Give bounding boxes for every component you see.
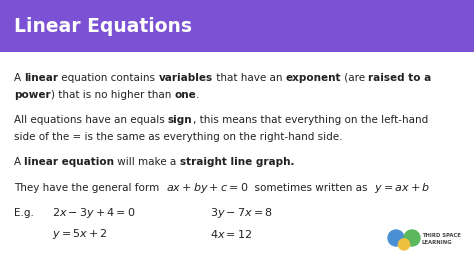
- Text: $2x - 3y + 4 = 0$: $2x - 3y + 4 = 0$: [52, 206, 136, 220]
- Text: sign: sign: [168, 115, 192, 125]
- Text: $3y - 7x = 8$: $3y - 7x = 8$: [210, 206, 273, 220]
- Text: $y = ax + b$: $y = ax + b$: [374, 181, 430, 195]
- Text: ) that is no higher than: ) that is no higher than: [51, 90, 174, 100]
- Circle shape: [404, 230, 420, 246]
- Text: straight line graph.: straight line graph.: [180, 157, 294, 167]
- Text: All equations have an equals: All equations have an equals: [14, 115, 168, 125]
- Text: power: power: [14, 90, 51, 100]
- Text: A: A: [14, 157, 24, 167]
- Text: THIRD SPACE: THIRD SPACE: [421, 233, 460, 238]
- Text: one: one: [174, 90, 196, 100]
- Text: A: A: [14, 73, 24, 83]
- Circle shape: [388, 230, 404, 246]
- Text: .: .: [196, 90, 200, 100]
- Text: They have the general form: They have the general form: [14, 183, 166, 193]
- Bar: [0, 0, 474, 52]
- Text: E.g.: E.g.: [14, 208, 34, 218]
- Text: sometimes written as: sometimes written as: [248, 183, 374, 193]
- Circle shape: [399, 239, 410, 250]
- Text: linear: linear: [24, 73, 58, 83]
- Text: $y = 5x + 2$: $y = 5x + 2$: [52, 227, 108, 241]
- Text: side of the = is the same as everything on the right-hand side.: side of the = is the same as everything …: [14, 132, 343, 142]
- Text: will make a: will make a: [114, 157, 180, 167]
- Text: that have an: that have an: [213, 73, 285, 83]
- Text: (are: (are: [341, 73, 368, 83]
- Text: , this means that everything on the left-hand: , this means that everything on the left…: [192, 115, 428, 125]
- Text: Linear Equations: Linear Equations: [14, 16, 192, 36]
- Text: linear equation: linear equation: [24, 157, 114, 167]
- Text: raised to a: raised to a: [368, 73, 432, 83]
- Text: variables: variables: [159, 73, 213, 83]
- Text: LEARNING: LEARNING: [421, 240, 452, 245]
- Text: equation contains: equation contains: [58, 73, 159, 83]
- Text: $ax + by + c = 0$: $ax + by + c = 0$: [166, 181, 248, 195]
- Text: exponent: exponent: [285, 73, 341, 83]
- Text: $4x = 12$: $4x = 12$: [210, 228, 252, 240]
